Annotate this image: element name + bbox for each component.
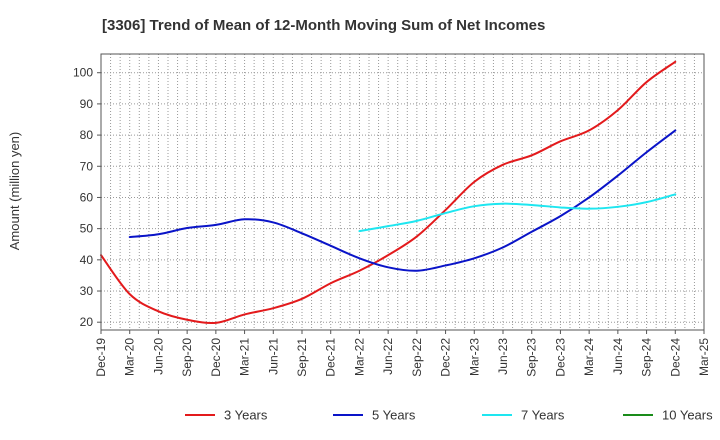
legend-label: 10 Years [662, 408, 713, 423]
y-tick-label: 60 [80, 190, 94, 204]
legend-label: 3 Years [224, 408, 268, 423]
y-tick-label: 80 [80, 128, 94, 142]
y-tick-label: 20 [80, 315, 94, 329]
x-tick-label: Jun-20 [151, 338, 165, 375]
y-tick-label: 90 [80, 97, 94, 111]
x-tick-label: Dec-19 [94, 338, 108, 377]
y-tick-label: 50 [80, 222, 94, 236]
series-line-5-years [128, 129, 677, 272]
plot-border [100, 53, 705, 331]
x-tick-label: Mar-23 [467, 338, 481, 376]
y-tick-label: 100 [73, 66, 93, 80]
x-tick-label: Sep-23 [525, 338, 539, 377]
x-tick-label: Jun-24 [611, 338, 625, 375]
x-tick-label: Jun-23 [496, 338, 510, 375]
x-tick-label: Sep-22 [410, 338, 424, 377]
x-tick-label: Dec-23 [553, 338, 567, 377]
x-tick-label: Mar-21 [238, 338, 252, 376]
y-tick-label: 70 [80, 159, 94, 173]
x-tick-label: Mar-22 [352, 338, 366, 376]
x-tick-label: Mar-20 [123, 338, 137, 376]
x-tick-label: Sep-21 [295, 338, 309, 377]
x-tick-label: Mar-25 [697, 338, 711, 376]
x-tick-label: Dec-24 [668, 338, 682, 377]
plot-background [101, 54, 704, 330]
x-ticks: Dec-19 Mar-20 Jun-20 Sep-20 Dec-20 Mar-21 Jun-… [94, 330, 711, 377]
series-lines [100, 60, 677, 325]
grid [101, 54, 704, 330]
legend-label: 7 Years [521, 408, 565, 423]
x-tick-label: Mar-24 [582, 338, 596, 376]
x-tick-label: Sep-20 [180, 338, 194, 377]
x-tick-label: Dec-21 [324, 338, 338, 377]
y-tick-label: 40 [80, 253, 94, 267]
plot-area: 20 30 40 50 60 70 80 90 100 Dec-19 Mar-20 Jun-20 Se… [73, 53, 711, 377]
legend: 3 Years 5 Years 7 Years 10 Years [185, 408, 713, 423]
x-tick-label: Dec-22 [439, 338, 453, 377]
series-line-7-years [358, 193, 677, 233]
chart-title: [3306] Trend of Mean of 12-Month Moving … [102, 17, 545, 34]
y-ticks: 20 30 40 50 60 70 80 90 100 [73, 66, 101, 329]
series-line-3-years [100, 60, 677, 325]
legend-label: 5 Years [372, 408, 416, 423]
x-tick-label: Jun-21 [266, 338, 280, 375]
x-tick-label: Dec-20 [209, 338, 223, 377]
x-tick-label: Sep-24 [640, 338, 654, 377]
x-tick-label: Jun-22 [381, 338, 395, 375]
y-axis-label: Amount (million yen) [7, 132, 22, 251]
y-tick-label: 30 [80, 284, 94, 298]
